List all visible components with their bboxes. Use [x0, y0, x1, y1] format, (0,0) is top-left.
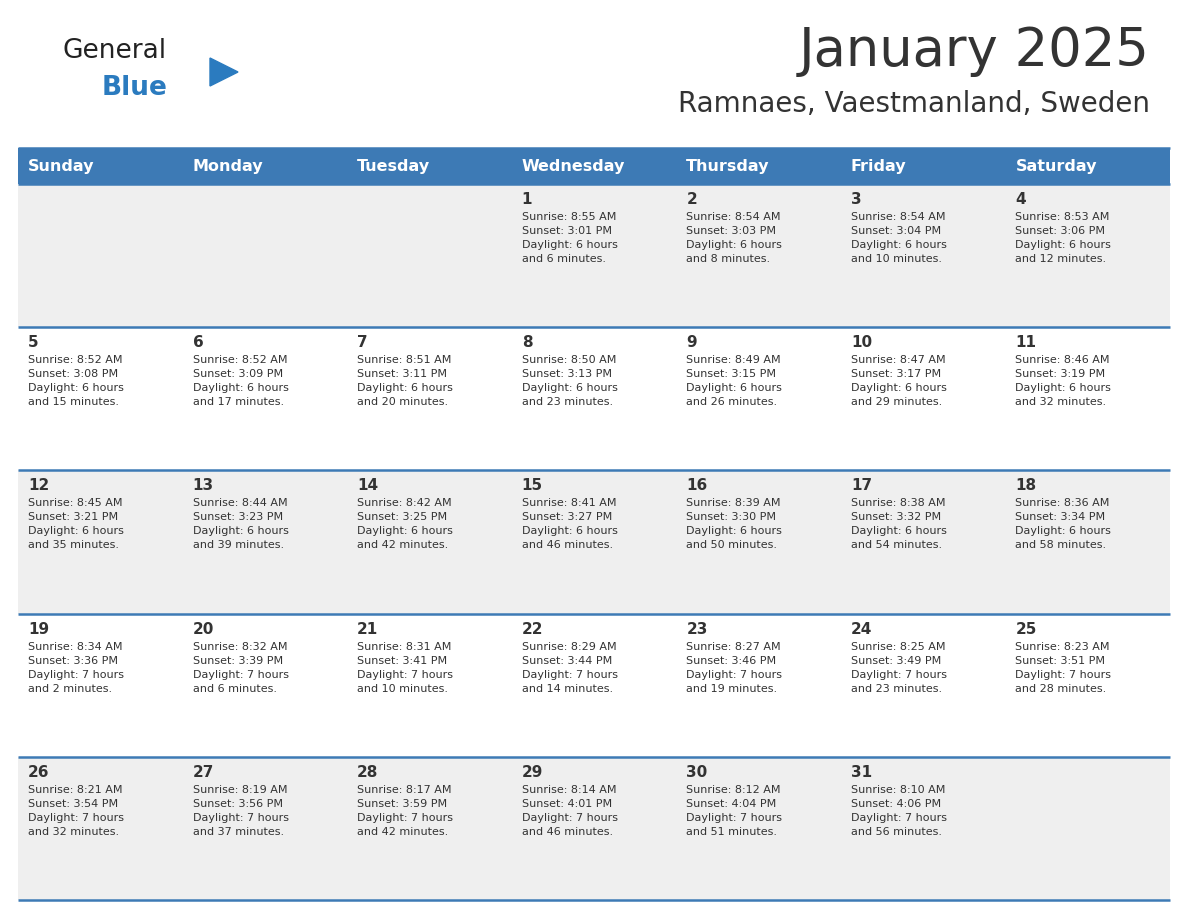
Text: Blue: Blue [102, 75, 168, 101]
FancyBboxPatch shape [18, 148, 1170, 184]
Text: 13: 13 [192, 478, 214, 493]
Text: Sunrise: 8:45 AM
Sunset: 3:21 PM
Daylight: 6 hours
and 35 minutes.: Sunrise: 8:45 AM Sunset: 3:21 PM Dayligh… [29, 498, 124, 551]
Text: Sunrise: 8:50 AM
Sunset: 3:13 PM
Daylight: 6 hours
and 23 minutes.: Sunrise: 8:50 AM Sunset: 3:13 PM Dayligh… [522, 355, 618, 408]
FancyBboxPatch shape [18, 184, 1170, 327]
Text: 15: 15 [522, 478, 543, 493]
Text: Sunday: Sunday [29, 159, 95, 174]
Text: Friday: Friday [851, 159, 906, 174]
Text: Sunrise: 8:49 AM
Sunset: 3:15 PM
Daylight: 6 hours
and 26 minutes.: Sunrise: 8:49 AM Sunset: 3:15 PM Dayligh… [687, 355, 782, 408]
Text: 31: 31 [851, 765, 872, 779]
Text: Sunrise: 8:29 AM
Sunset: 3:44 PM
Daylight: 7 hours
and 14 minutes.: Sunrise: 8:29 AM Sunset: 3:44 PM Dayligh… [522, 642, 618, 694]
Text: Sunrise: 8:36 AM
Sunset: 3:34 PM
Daylight: 6 hours
and 58 minutes.: Sunrise: 8:36 AM Sunset: 3:34 PM Dayligh… [1016, 498, 1111, 551]
Text: Sunrise: 8:38 AM
Sunset: 3:32 PM
Daylight: 6 hours
and 54 minutes.: Sunrise: 8:38 AM Sunset: 3:32 PM Dayligh… [851, 498, 947, 551]
Text: 14: 14 [358, 478, 378, 493]
Text: Sunrise: 8:19 AM
Sunset: 3:56 PM
Daylight: 7 hours
and 37 minutes.: Sunrise: 8:19 AM Sunset: 3:56 PM Dayligh… [192, 785, 289, 837]
Text: Sunrise: 8:53 AM
Sunset: 3:06 PM
Daylight: 6 hours
and 12 minutes.: Sunrise: 8:53 AM Sunset: 3:06 PM Dayligh… [1016, 212, 1111, 264]
Text: Sunrise: 8:27 AM
Sunset: 3:46 PM
Daylight: 7 hours
and 19 minutes.: Sunrise: 8:27 AM Sunset: 3:46 PM Dayligh… [687, 642, 782, 694]
Text: Sunrise: 8:51 AM
Sunset: 3:11 PM
Daylight: 6 hours
and 20 minutes.: Sunrise: 8:51 AM Sunset: 3:11 PM Dayligh… [358, 355, 453, 408]
Text: Monday: Monday [192, 159, 264, 174]
Text: General: General [62, 38, 166, 64]
FancyBboxPatch shape [18, 470, 1170, 613]
Text: Sunrise: 8:52 AM
Sunset: 3:08 PM
Daylight: 6 hours
and 15 minutes.: Sunrise: 8:52 AM Sunset: 3:08 PM Dayligh… [29, 355, 124, 408]
Text: 10: 10 [851, 335, 872, 350]
Text: 25: 25 [1016, 621, 1037, 636]
Text: 8: 8 [522, 335, 532, 350]
Text: 6: 6 [192, 335, 203, 350]
Text: Sunrise: 8:17 AM
Sunset: 3:59 PM
Daylight: 7 hours
and 42 minutes.: Sunrise: 8:17 AM Sunset: 3:59 PM Dayligh… [358, 785, 453, 837]
Text: 20: 20 [192, 621, 214, 636]
Text: Sunrise: 8:54 AM
Sunset: 3:03 PM
Daylight: 6 hours
and 8 minutes.: Sunrise: 8:54 AM Sunset: 3:03 PM Dayligh… [687, 212, 782, 264]
Text: Sunrise: 8:47 AM
Sunset: 3:17 PM
Daylight: 6 hours
and 29 minutes.: Sunrise: 8:47 AM Sunset: 3:17 PM Dayligh… [851, 355, 947, 408]
Text: 18: 18 [1016, 478, 1037, 493]
Text: Sunrise: 8:55 AM
Sunset: 3:01 PM
Daylight: 6 hours
and 6 minutes.: Sunrise: 8:55 AM Sunset: 3:01 PM Dayligh… [522, 212, 618, 264]
Text: 7: 7 [358, 335, 368, 350]
Text: Sunrise: 8:10 AM
Sunset: 4:06 PM
Daylight: 7 hours
and 56 minutes.: Sunrise: 8:10 AM Sunset: 4:06 PM Dayligh… [851, 785, 947, 837]
Text: Sunrise: 8:39 AM
Sunset: 3:30 PM
Daylight: 6 hours
and 50 minutes.: Sunrise: 8:39 AM Sunset: 3:30 PM Dayligh… [687, 498, 782, 551]
Text: 22: 22 [522, 621, 543, 636]
Text: 23: 23 [687, 621, 708, 636]
FancyBboxPatch shape [18, 613, 1170, 756]
FancyBboxPatch shape [18, 756, 1170, 900]
Text: Sunrise: 8:52 AM
Sunset: 3:09 PM
Daylight: 6 hours
and 17 minutes.: Sunrise: 8:52 AM Sunset: 3:09 PM Dayligh… [192, 355, 289, 408]
Text: 24: 24 [851, 621, 872, 636]
Text: Ramnaes, Vaestmanland, Sweden: Ramnaes, Vaestmanland, Sweden [678, 90, 1150, 118]
Text: Wednesday: Wednesday [522, 159, 625, 174]
Text: 2: 2 [687, 192, 697, 207]
Text: 9: 9 [687, 335, 697, 350]
Text: Tuesday: Tuesday [358, 159, 430, 174]
Text: 5: 5 [29, 335, 39, 350]
Text: Sunrise: 8:12 AM
Sunset: 4:04 PM
Daylight: 7 hours
and 51 minutes.: Sunrise: 8:12 AM Sunset: 4:04 PM Dayligh… [687, 785, 782, 837]
FancyBboxPatch shape [18, 327, 1170, 470]
Text: 26: 26 [29, 765, 50, 779]
Text: Sunrise: 8:46 AM
Sunset: 3:19 PM
Daylight: 6 hours
and 32 minutes.: Sunrise: 8:46 AM Sunset: 3:19 PM Dayligh… [1016, 355, 1111, 408]
Text: Sunrise: 8:54 AM
Sunset: 3:04 PM
Daylight: 6 hours
and 10 minutes.: Sunrise: 8:54 AM Sunset: 3:04 PM Dayligh… [851, 212, 947, 264]
Text: 21: 21 [358, 621, 379, 636]
Text: 27: 27 [192, 765, 214, 779]
Text: Sunrise: 8:31 AM
Sunset: 3:41 PM
Daylight: 7 hours
and 10 minutes.: Sunrise: 8:31 AM Sunset: 3:41 PM Dayligh… [358, 642, 453, 694]
Text: 29: 29 [522, 765, 543, 779]
Text: Sunrise: 8:14 AM
Sunset: 4:01 PM
Daylight: 7 hours
and 46 minutes.: Sunrise: 8:14 AM Sunset: 4:01 PM Dayligh… [522, 785, 618, 837]
Text: 11: 11 [1016, 335, 1036, 350]
Text: 28: 28 [358, 765, 379, 779]
Text: Sunrise: 8:25 AM
Sunset: 3:49 PM
Daylight: 7 hours
and 23 minutes.: Sunrise: 8:25 AM Sunset: 3:49 PM Dayligh… [851, 642, 947, 694]
Polygon shape [210, 58, 238, 86]
Text: 12: 12 [29, 478, 49, 493]
Text: Sunrise: 8:44 AM
Sunset: 3:23 PM
Daylight: 6 hours
and 39 minutes.: Sunrise: 8:44 AM Sunset: 3:23 PM Dayligh… [192, 498, 289, 551]
Text: 17: 17 [851, 478, 872, 493]
Text: 3: 3 [851, 192, 861, 207]
Text: January 2025: January 2025 [800, 25, 1150, 77]
Text: Sunrise: 8:42 AM
Sunset: 3:25 PM
Daylight: 6 hours
and 42 minutes.: Sunrise: 8:42 AM Sunset: 3:25 PM Dayligh… [358, 498, 453, 551]
Text: 30: 30 [687, 765, 708, 779]
Text: 16: 16 [687, 478, 708, 493]
Text: Thursday: Thursday [687, 159, 770, 174]
Text: 4: 4 [1016, 192, 1026, 207]
Text: Sunrise: 8:32 AM
Sunset: 3:39 PM
Daylight: 7 hours
and 6 minutes.: Sunrise: 8:32 AM Sunset: 3:39 PM Dayligh… [192, 642, 289, 694]
Text: Sunrise: 8:21 AM
Sunset: 3:54 PM
Daylight: 7 hours
and 32 minutes.: Sunrise: 8:21 AM Sunset: 3:54 PM Dayligh… [29, 785, 124, 837]
Text: 1: 1 [522, 192, 532, 207]
Text: Sunrise: 8:34 AM
Sunset: 3:36 PM
Daylight: 7 hours
and 2 minutes.: Sunrise: 8:34 AM Sunset: 3:36 PM Dayligh… [29, 642, 124, 694]
Text: Sunrise: 8:23 AM
Sunset: 3:51 PM
Daylight: 7 hours
and 28 minutes.: Sunrise: 8:23 AM Sunset: 3:51 PM Dayligh… [1016, 642, 1112, 694]
Text: Saturday: Saturday [1016, 159, 1097, 174]
Text: Sunrise: 8:41 AM
Sunset: 3:27 PM
Daylight: 6 hours
and 46 minutes.: Sunrise: 8:41 AM Sunset: 3:27 PM Dayligh… [522, 498, 618, 551]
Text: 19: 19 [29, 621, 49, 636]
